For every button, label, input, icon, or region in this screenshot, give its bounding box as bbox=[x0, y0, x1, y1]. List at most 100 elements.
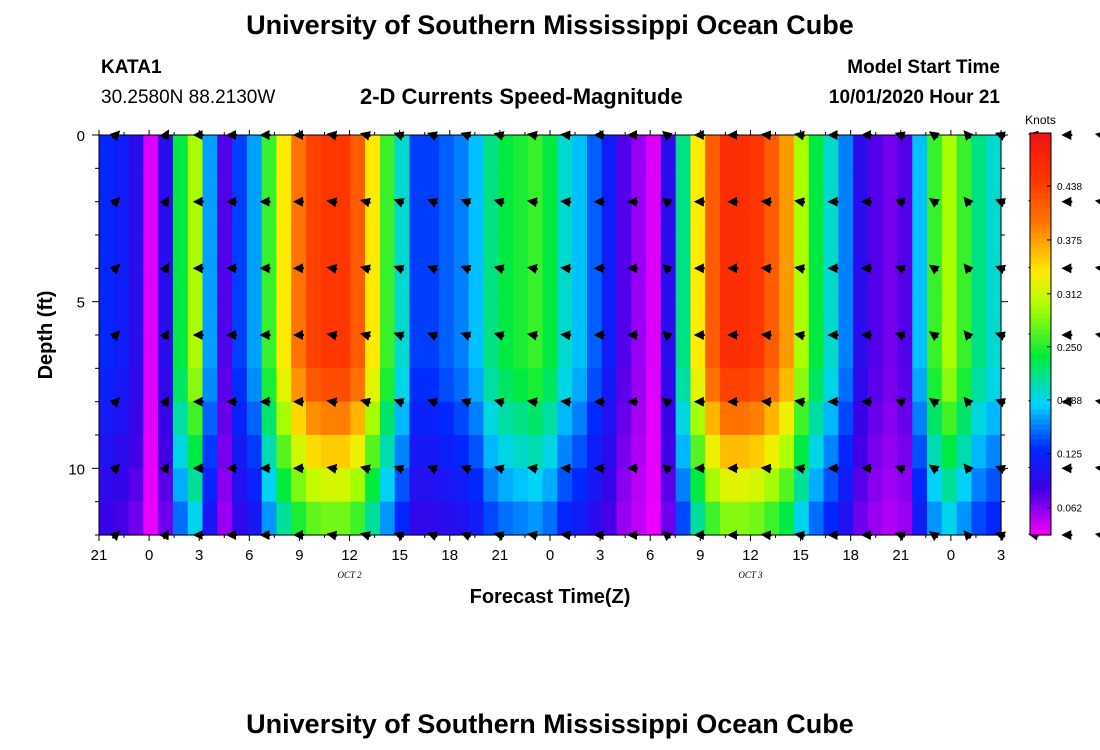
heatmap-cell bbox=[187, 401, 204, 436]
heatmap-cell bbox=[320, 301, 337, 336]
current-arrow bbox=[359, 331, 371, 341]
heatmap-cell bbox=[986, 135, 1002, 169]
heatmap-cell bbox=[335, 435, 351, 469]
heatmap-cell bbox=[690, 135, 706, 169]
x-tick-label: 15 bbox=[391, 547, 408, 564]
heatmap-cell bbox=[99, 335, 115, 369]
heatmap-cell bbox=[586, 401, 603, 436]
heatmap-cell bbox=[306, 135, 322, 169]
heatmap-cell bbox=[601, 235, 618, 269]
heatmap-cell bbox=[808, 268, 825, 303]
heatmap-cell bbox=[956, 401, 973, 436]
current-arrow bbox=[426, 331, 439, 341]
current-arrow bbox=[661, 464, 673, 475]
heatmap-cell bbox=[808, 501, 825, 536]
heatmap-cell bbox=[379, 301, 396, 336]
heatmap-cell bbox=[586, 335, 603, 369]
heatmap-cell bbox=[409, 268, 425, 303]
heatmap-cell bbox=[941, 235, 958, 269]
heatmap-cell bbox=[690, 468, 706, 503]
heatmap-cell bbox=[853, 335, 869, 369]
heatmap-cell bbox=[734, 268, 751, 303]
heatmap-cell bbox=[557, 468, 573, 503]
heatmap-cell bbox=[306, 401, 322, 436]
heatmap-cell bbox=[172, 468, 189, 503]
heatmap-cell bbox=[424, 301, 440, 336]
heatmap-cell bbox=[217, 368, 233, 403]
heatmap-cell bbox=[99, 435, 115, 469]
heatmap-cell bbox=[187, 301, 204, 336]
colorbar-segment bbox=[1030, 168, 1051, 174]
current-arrow bbox=[426, 398, 439, 408]
heatmap-cell bbox=[601, 168, 618, 203]
heatmap-cell bbox=[158, 335, 174, 369]
heatmap-cell bbox=[557, 435, 573, 469]
heatmap-cell bbox=[720, 235, 736, 269]
heatmap-cell bbox=[720, 468, 736, 503]
heatmap-cell bbox=[897, 235, 913, 269]
heatmap-cell bbox=[660, 168, 677, 203]
heatmap-cell bbox=[513, 168, 529, 203]
colorbar-segment bbox=[1030, 434, 1051, 441]
heatmap-cell bbox=[867, 468, 884, 503]
heatmap-cell bbox=[646, 135, 662, 169]
x-tick-label: 6 bbox=[646, 547, 654, 564]
heatmap-cell bbox=[646, 468, 662, 503]
heatmap-cell bbox=[941, 368, 958, 403]
heatmap-cell bbox=[616, 268, 632, 303]
heatmap-cell bbox=[749, 301, 766, 336]
current-arrow bbox=[159, 329, 170, 341]
heatmap-cell bbox=[350, 501, 366, 536]
heatmap-cell bbox=[557, 368, 573, 403]
heatmap-cell bbox=[749, 401, 766, 436]
current-arrow bbox=[928, 464, 940, 475]
colorbar-tick-label: 0.250 bbox=[1057, 343, 1082, 354]
heatmap-cell bbox=[409, 435, 425, 469]
heatmap-cell bbox=[616, 168, 632, 203]
heatmap-cell bbox=[439, 401, 455, 436]
heatmap-cell bbox=[143, 201, 159, 236]
heatmap-cell bbox=[276, 235, 292, 269]
heatmap-cell bbox=[483, 268, 499, 303]
heatmap-cell bbox=[128, 401, 144, 436]
heatmap-cell bbox=[513, 135, 529, 169]
heatmap-cell bbox=[867, 235, 884, 269]
heatmap-cell bbox=[631, 468, 647, 503]
heatmap-cell bbox=[793, 268, 810, 303]
heatmap-cell bbox=[986, 468, 1002, 503]
heatmap-cell bbox=[172, 501, 189, 536]
heatmap-cell bbox=[764, 401, 780, 436]
heatmap-cell bbox=[646, 501, 662, 536]
heatmap-cell bbox=[720, 301, 736, 336]
colorbar-segment bbox=[1030, 409, 1051, 416]
heatmap-cell bbox=[557, 301, 573, 336]
heatmap-cell bbox=[971, 368, 987, 403]
current-arrow bbox=[894, 464, 906, 475]
heatmap-cell bbox=[379, 168, 396, 203]
heatmap-cell bbox=[660, 468, 677, 503]
heatmap-cell bbox=[291, 468, 307, 503]
colorbar-segment bbox=[1030, 153, 1051, 159]
heatmap-cell bbox=[542, 168, 558, 203]
colorbar-segment bbox=[1030, 308, 1051, 315]
heatmap-cell bbox=[335, 335, 351, 369]
heatmap-cell bbox=[542, 501, 558, 536]
heatmap-cell bbox=[779, 335, 795, 369]
heatmap-cell bbox=[187, 501, 204, 536]
heatmap-cell bbox=[542, 201, 558, 236]
colorbar-segment bbox=[1030, 228, 1051, 235]
heatmap-cell bbox=[734, 135, 751, 169]
heatmap-cell bbox=[453, 501, 470, 536]
heatmap-cell bbox=[187, 135, 204, 169]
current-arrow bbox=[493, 197, 505, 208]
heatmap-cell bbox=[128, 235, 144, 269]
heatmap-cell bbox=[453, 301, 470, 336]
heatmap-cell bbox=[646, 268, 662, 303]
heatmap-cell bbox=[808, 468, 825, 503]
heatmap-cell bbox=[261, 201, 278, 236]
heatmap-cell bbox=[764, 201, 780, 236]
colorbar-segment bbox=[1030, 328, 1051, 335]
heatmap-cell bbox=[246, 501, 263, 536]
colorbar-segment bbox=[1030, 163, 1051, 169]
heatmap-cell bbox=[99, 468, 115, 503]
